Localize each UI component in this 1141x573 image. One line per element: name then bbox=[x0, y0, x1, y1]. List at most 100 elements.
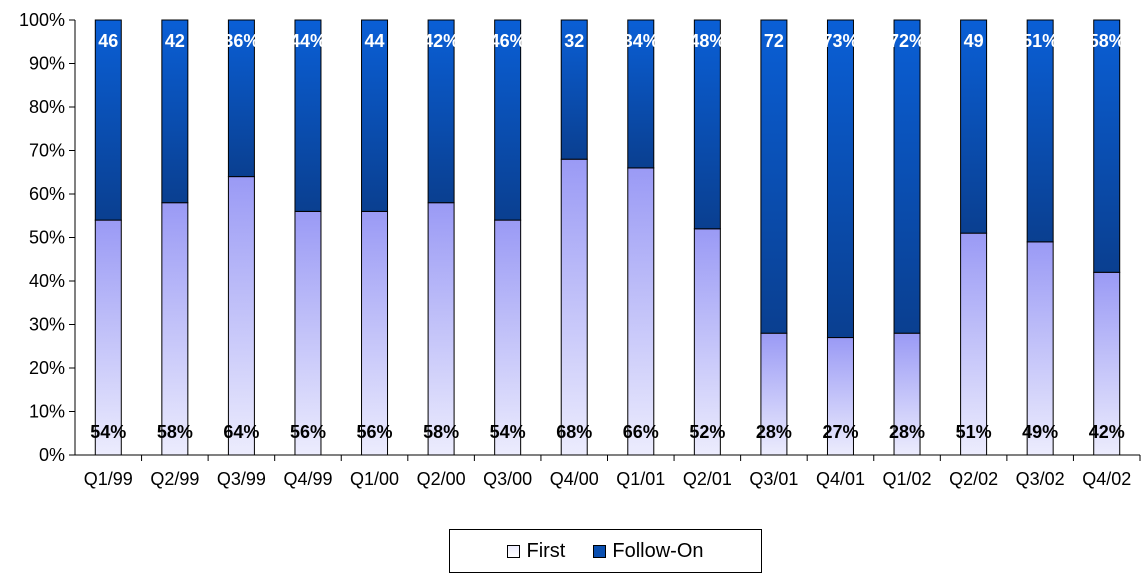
legend-label-follow-on: Follow-On bbox=[612, 539, 704, 562]
bar-first bbox=[294, 210, 322, 456]
data-label-follow-on: 42 bbox=[165, 31, 185, 51]
y-tick-label: 30% bbox=[29, 315, 65, 335]
data-label-first: 51% bbox=[956, 422, 992, 442]
data-label-follow-on: 58% bbox=[1089, 31, 1125, 51]
y-axis-ticks: 0% 10% 20% 30% 40% 50% 60% 70% 80% 90% 100% bbox=[19, 10, 75, 465]
legend-item-follow-on: Follow-On bbox=[593, 539, 704, 563]
x-tick-label: Q2/00 bbox=[417, 469, 466, 489]
legend-item-first: First bbox=[507, 540, 565, 563]
data-label-first: 64% bbox=[223, 422, 259, 442]
data-label-first: 28% bbox=[889, 422, 925, 442]
data-label-first: 54% bbox=[490, 422, 526, 442]
bars bbox=[94, 19, 1121, 456]
bar-follow-on bbox=[427, 19, 455, 204]
bar-follow-on bbox=[760, 19, 788, 334]
bar-follow-on bbox=[893, 19, 921, 334]
bar-first bbox=[1093, 271, 1121, 456]
bar-first bbox=[826, 337, 854, 456]
data-label-follow-on: 48% bbox=[689, 31, 725, 51]
data-label-first: 58% bbox=[423, 422, 459, 442]
y-tick-label: 60% bbox=[29, 184, 65, 204]
y-tick-label: 90% bbox=[29, 54, 65, 74]
stacked-percent-bar-chart: 0% 10% 20% 30% 40% 50% 60% 70% 80% 90% 100% 46 54% 4… bbox=[19, 10, 1141, 489]
bar-first bbox=[760, 332, 788, 456]
bar-follow-on bbox=[494, 19, 522, 221]
bar-follow-on bbox=[161, 19, 189, 204]
bar-first bbox=[1026, 241, 1054, 456]
data-label-first: 28% bbox=[756, 422, 792, 442]
data-label-first: 52% bbox=[689, 422, 725, 442]
data-label-first: 58% bbox=[157, 422, 193, 442]
bar-follow-on bbox=[560, 19, 588, 160]
data-label-follow-on: 51% bbox=[1022, 31, 1058, 51]
bar-first bbox=[427, 202, 455, 456]
bar-follow-on bbox=[627, 19, 655, 169]
x-tick-label: Q3/00 bbox=[483, 469, 532, 489]
data-label-follow-on: 36% bbox=[223, 31, 259, 51]
data-label-follow-on: 34% bbox=[623, 31, 659, 51]
bar-follow-on bbox=[1093, 19, 1121, 273]
bar-follow-on bbox=[94, 19, 122, 221]
data-label-follow-on: 72% bbox=[889, 31, 925, 51]
y-tick-label: 80% bbox=[29, 97, 65, 117]
data-label-first: 56% bbox=[290, 422, 326, 442]
y-tick-label: 70% bbox=[29, 141, 65, 161]
bar-follow-on bbox=[227, 19, 255, 178]
x-tick-label: Q1/02 bbox=[883, 469, 932, 489]
y-tick-label: 0% bbox=[39, 445, 65, 465]
x-tick-label: Q2/02 bbox=[949, 469, 998, 489]
x-axis-ticks: Q1/99 Q2/99 Q3/99 Q4/99 Q1/00 Q2/00 Q3/00 Q4/00… bbox=[84, 455, 1141, 489]
data-label-first: 42% bbox=[1089, 422, 1125, 442]
y-tick-label: 50% bbox=[29, 228, 65, 248]
bar-first bbox=[161, 202, 189, 456]
x-tick-label: Q2/01 bbox=[683, 469, 732, 489]
x-tick-label: Q1/01 bbox=[616, 469, 665, 489]
y-tick-label: 100% bbox=[19, 10, 65, 30]
y-tick-label: 20% bbox=[29, 358, 65, 378]
data-label-first: 66% bbox=[623, 422, 659, 442]
data-label-first: 68% bbox=[556, 422, 592, 442]
x-tick-label: Q2/99 bbox=[150, 469, 199, 489]
bar-first bbox=[94, 219, 122, 456]
x-tick-label: Q4/02 bbox=[1082, 469, 1131, 489]
bar-follow-on bbox=[361, 19, 389, 212]
x-tick-label: Q3/02 bbox=[1016, 469, 1065, 489]
bar-first bbox=[227, 176, 255, 456]
data-label-follow-on: 49 bbox=[964, 31, 984, 51]
data-label-follow-on: 72 bbox=[764, 31, 784, 51]
bar-follow-on bbox=[960, 19, 988, 234]
data-label-follow-on: 44 bbox=[365, 31, 385, 51]
x-tick-label: Q4/01 bbox=[816, 469, 865, 489]
legend: First Follow-On bbox=[449, 529, 762, 573]
data-label-follow-on: 44% bbox=[290, 31, 326, 51]
legend-swatch-follow-on bbox=[593, 544, 607, 558]
x-tick-label: Q4/99 bbox=[283, 469, 332, 489]
bar-follow-on bbox=[1026, 19, 1054, 243]
legend-label-first: First bbox=[526, 539, 566, 562]
x-tick-label: Q4/00 bbox=[550, 469, 599, 489]
data-label-follow-on: 46% bbox=[490, 31, 526, 51]
data-label-first: 54% bbox=[90, 422, 126, 442]
legend-swatch-first bbox=[507, 544, 521, 558]
bar-follow-on bbox=[693, 19, 721, 230]
bar-follow-on bbox=[294, 19, 322, 212]
data-label-follow-on: 42% bbox=[423, 31, 459, 51]
bar-first bbox=[627, 167, 655, 456]
x-tick-label: Q3/01 bbox=[749, 469, 798, 489]
bar-first bbox=[560, 158, 588, 456]
y-tick-label: 10% bbox=[29, 402, 65, 422]
bar-first bbox=[893, 332, 921, 456]
data-label-follow-on: 32 bbox=[564, 31, 584, 51]
data-labels: 46 54% 42 58% 36% 64% 44% 56% 44 56% 42% 58% 46% 54% 3… bbox=[90, 31, 1124, 442]
x-tick-label: Q1/00 bbox=[350, 469, 399, 489]
y-tick-label: 40% bbox=[29, 271, 65, 291]
bar-first bbox=[361, 210, 389, 456]
data-label-first: 49% bbox=[1022, 422, 1058, 442]
x-tick-label: Q3/99 bbox=[217, 469, 266, 489]
data-label-follow-on: 46 bbox=[98, 31, 118, 51]
bar-follow-on bbox=[826, 19, 854, 339]
x-tick-label: Q1/99 bbox=[84, 469, 133, 489]
data-label-follow-on: 73% bbox=[822, 31, 858, 51]
bar-first bbox=[693, 228, 721, 456]
bar-first bbox=[494, 219, 522, 456]
